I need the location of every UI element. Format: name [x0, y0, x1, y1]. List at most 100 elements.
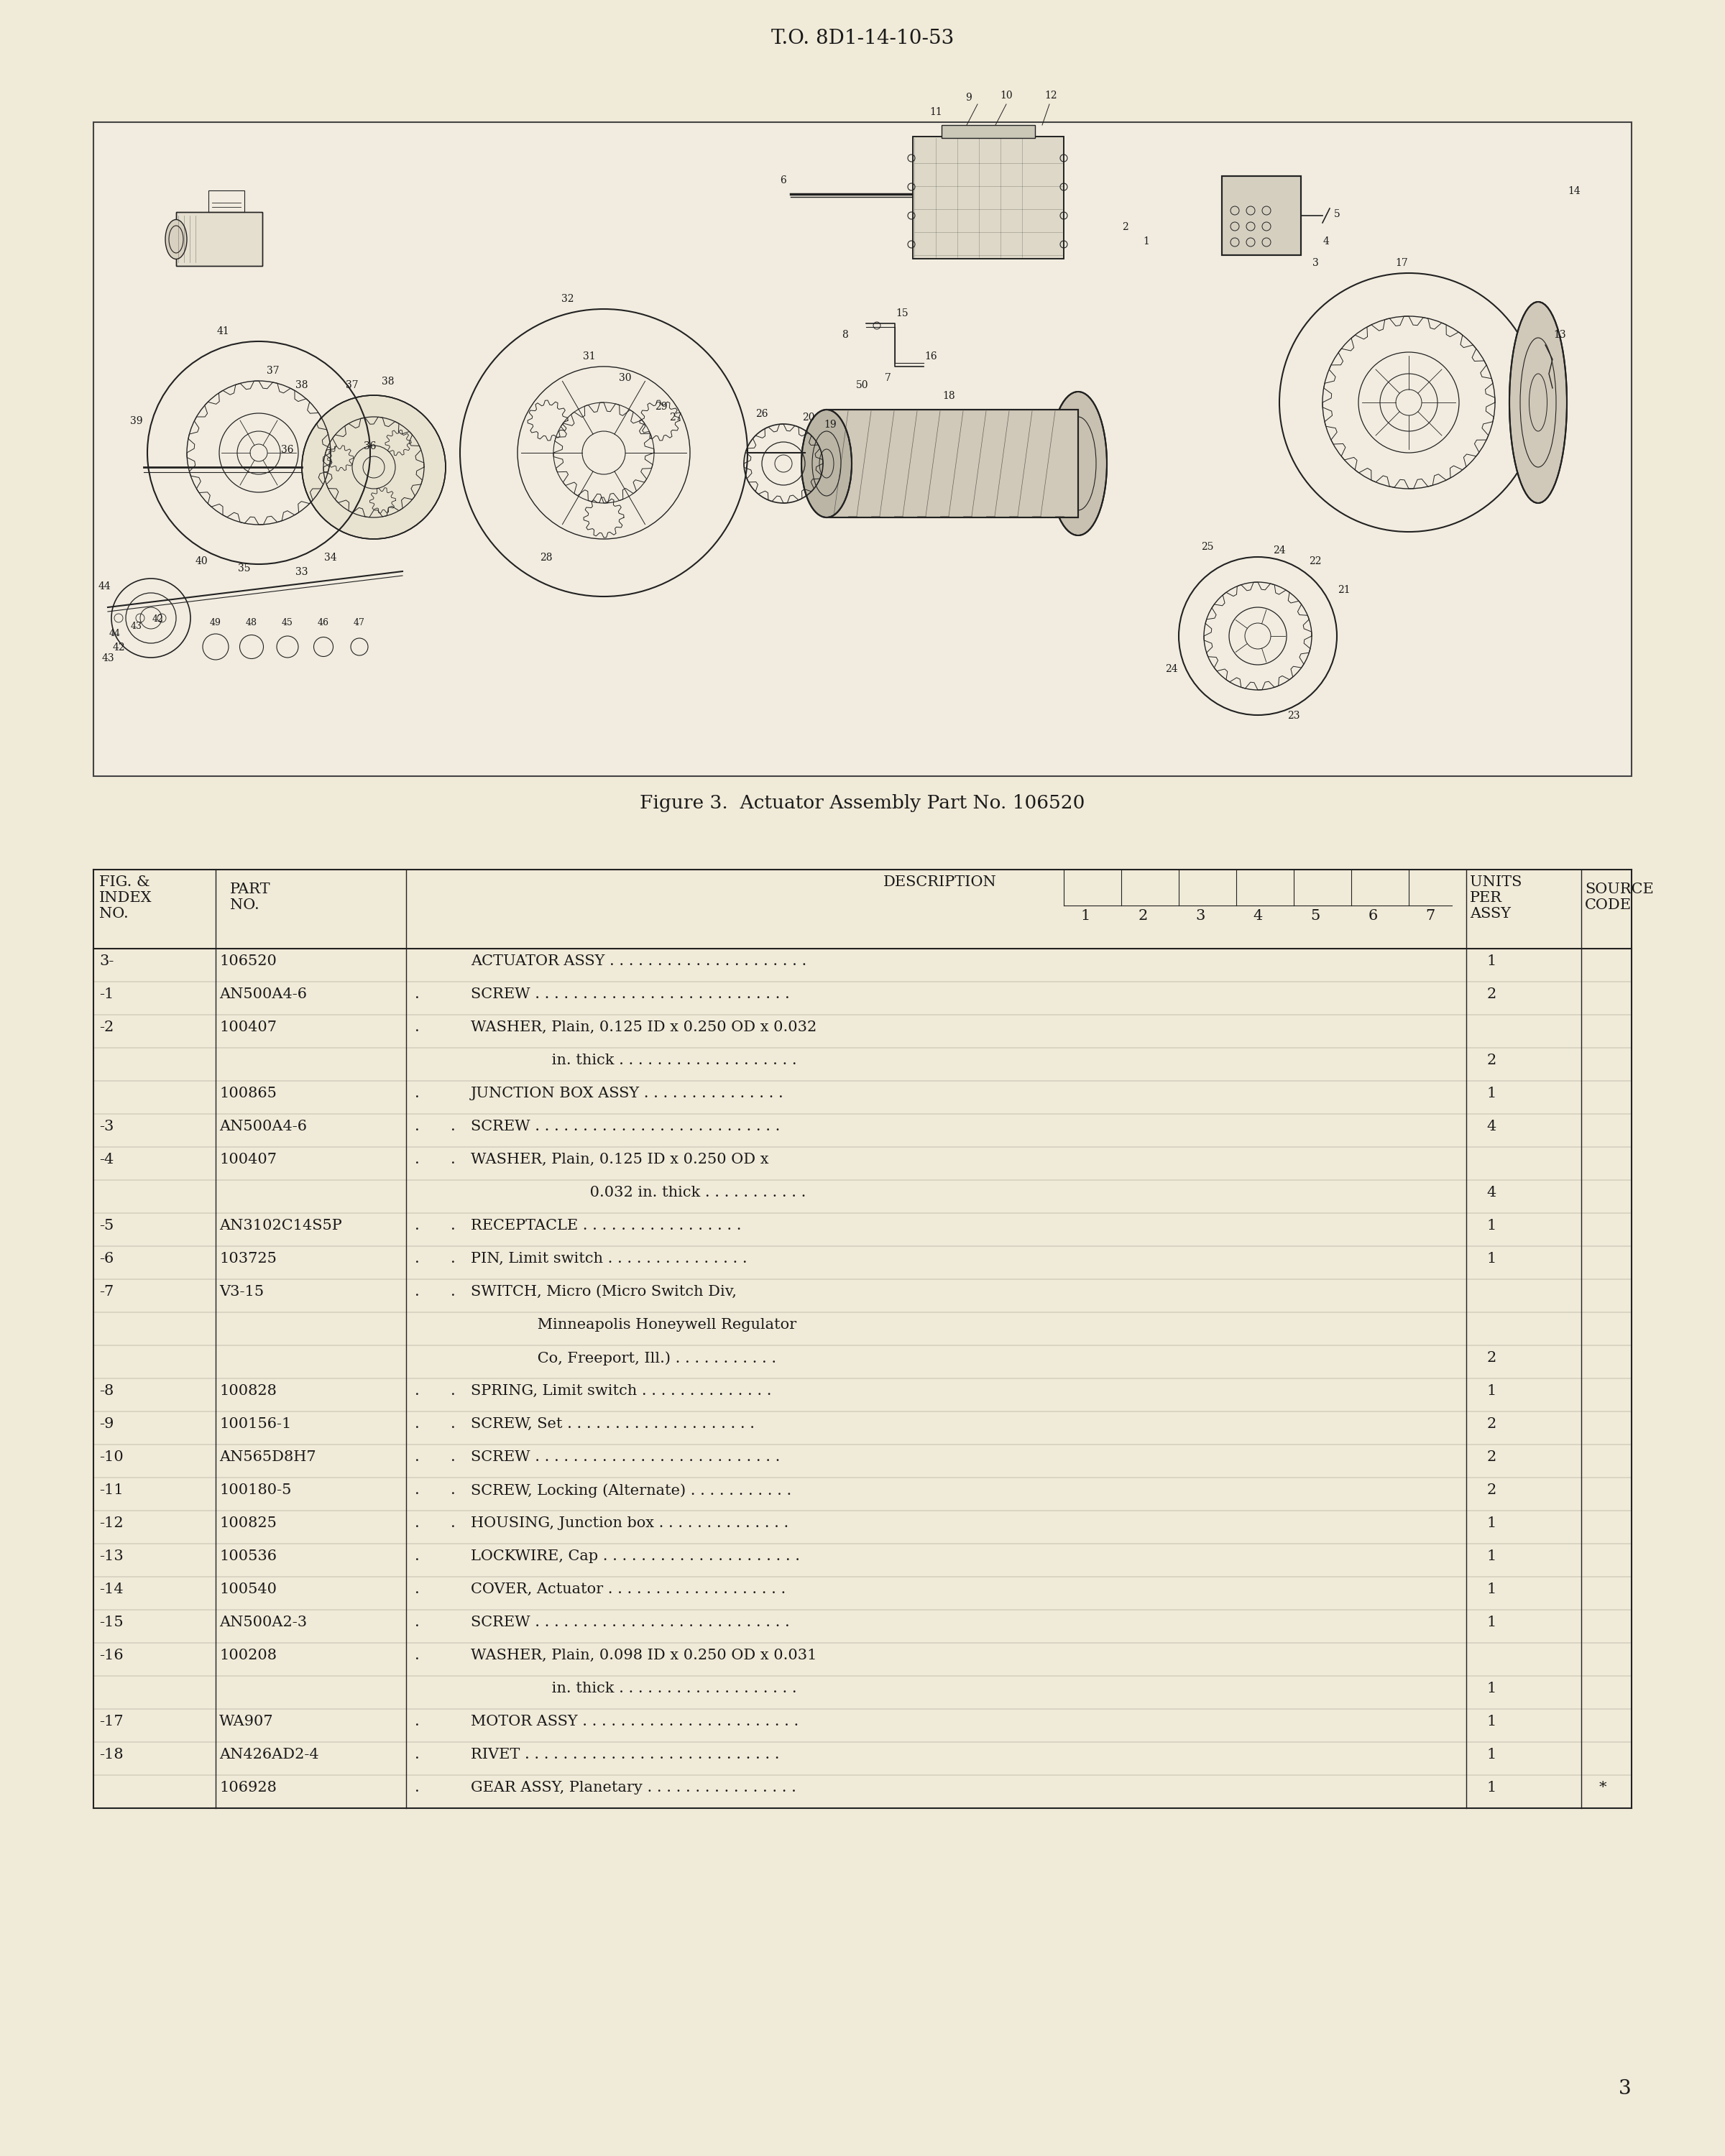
Text: -12: -12	[100, 1516, 124, 1531]
Text: 42: 42	[112, 642, 124, 653]
Text: .: .	[414, 1253, 419, 1266]
Text: 2: 2	[1487, 1352, 1496, 1365]
Text: 43: 43	[102, 653, 114, 664]
Text: RIVET . . . . . . . . . . . . . . . . . . . . . . . . . . .: RIVET . . . . . . . . . . . . . . . . . …	[471, 1749, 780, 1761]
Text: 32: 32	[562, 293, 574, 304]
Text: 21: 21	[1337, 584, 1351, 595]
Text: DESCRIPTION: DESCRIPTION	[883, 875, 997, 888]
Text: UNITS: UNITS	[1470, 875, 1521, 888]
Text: -5: -5	[100, 1218, 114, 1233]
Text: .: .	[414, 1583, 419, 1595]
Text: -17: -17	[100, 1714, 124, 1729]
Text: 1: 1	[1487, 1087, 1496, 1100]
Text: JUNCTION BOX ASSY . . . . . . . . . . . . . . .: JUNCTION BOX ASSY . . . . . . . . . . . …	[471, 1087, 783, 1100]
Text: WASHER, Plain, 0.125 ID x 0.250 OD x: WASHER, Plain, 0.125 ID x 0.250 OD x	[471, 1153, 769, 1166]
Text: 38: 38	[295, 379, 309, 390]
Text: ACTUATOR ASSY . . . . . . . . . . . . . . . . . . . . .: ACTUATOR ASSY . . . . . . . . . . . . . …	[471, 955, 807, 968]
Text: 100865: 100865	[219, 1087, 276, 1100]
Bar	[913, 136, 1064, 259]
Text: SCREW, Locking (Alternate) . . . . . . . . . . .: SCREW, Locking (Alternate) . . . . . . .…	[471, 1483, 792, 1498]
Text: SCREW, Set . . . . . . . . . . . . . . . . . . . .: SCREW, Set . . . . . . . . . . . . . . .…	[471, 1416, 756, 1432]
Text: .: .	[450, 1384, 455, 1397]
Text: .: .	[414, 1020, 419, 1035]
Text: 33: 33	[295, 567, 309, 578]
Text: AN500A4-6: AN500A4-6	[219, 987, 307, 1000]
Text: 9: 9	[966, 93, 971, 103]
Text: 5: 5	[1311, 910, 1320, 923]
Text: 35: 35	[238, 563, 250, 573]
Text: 20: 20	[802, 412, 814, 423]
Text: -7: -7	[100, 1285, 114, 1298]
Text: in. thick . . . . . . . . . . . . . . . . . . .: in. thick . . . . . . . . . . . . . . . …	[471, 1682, 797, 1695]
Text: WASHER, Plain, 0.125 ID x 0.250 OD x 0.032: WASHER, Plain, 0.125 ID x 0.250 OD x 0.0…	[471, 1020, 816, 1035]
Text: .: .	[450, 1253, 455, 1266]
Text: 2: 2	[1487, 1054, 1496, 1067]
Text: COVER, Actuator . . . . . . . . . . . . . . . . . . .: COVER, Actuator . . . . . . . . . . . . …	[471, 1583, 787, 1595]
Text: 14: 14	[1568, 185, 1580, 196]
Text: 103725: 103725	[219, 1253, 276, 1266]
Text: -10: -10	[100, 1451, 124, 1464]
Circle shape	[302, 395, 445, 539]
Text: SPRING, Limit switch . . . . . . . . . . . . . .: SPRING, Limit switch . . . . . . . . . .…	[471, 1384, 771, 1397]
Text: .: .	[414, 1218, 419, 1233]
Text: 106928: 106928	[219, 1781, 276, 1794]
Text: 31: 31	[583, 351, 595, 362]
Text: 44: 44	[109, 630, 121, 638]
Text: WA907: WA907	[219, 1714, 274, 1729]
Text: .: .	[450, 1451, 455, 1464]
Ellipse shape	[802, 410, 852, 517]
Text: PIN, Limit switch . . . . . . . . . . . . . . .: PIN, Limit switch . . . . . . . . . . . …	[471, 1253, 747, 1266]
Text: AN3102C14S5P: AN3102C14S5P	[219, 1218, 342, 1233]
Text: 1: 1	[1487, 1384, 1496, 1397]
Text: .: .	[414, 1749, 419, 1761]
Text: .: .	[450, 1483, 455, 1496]
Text: NO.: NO.	[100, 908, 128, 921]
Text: .: .	[450, 1516, 455, 1531]
Bar	[209, 190, 245, 211]
Text: .: .	[414, 1416, 419, 1432]
Text: 1: 1	[1487, 1682, 1496, 1695]
Text: 4: 4	[1323, 237, 1330, 246]
Text: -13: -13	[100, 1550, 124, 1563]
Text: 29: 29	[656, 401, 668, 412]
Text: CODE: CODE	[1585, 899, 1632, 912]
Text: AN426AD2-4: AN426AD2-4	[219, 1749, 319, 1761]
Text: -2: -2	[100, 1020, 114, 1035]
Text: 16: 16	[925, 351, 937, 362]
Text: -16: -16	[100, 1649, 124, 1662]
Text: 1: 1	[1487, 1714, 1496, 1729]
Text: SCREW . . . . . . . . . . . . . . . . . . . . . . . . . . .: SCREW . . . . . . . . . . . . . . . . . …	[471, 1615, 790, 1630]
Text: AN565D8H7: AN565D8H7	[219, 1451, 316, 1464]
Text: 1: 1	[1487, 1615, 1496, 1630]
Text: .: .	[450, 1119, 455, 1134]
Text: V3-15: V3-15	[219, 1285, 264, 1298]
Text: 100536: 100536	[219, 1550, 276, 1563]
Text: RECEPTACLE . . . . . . . . . . . . . . . . .: RECEPTACLE . . . . . . . . . . . . . . .…	[471, 1218, 742, 1233]
Text: .: .	[414, 1550, 419, 1563]
Text: 27: 27	[669, 412, 681, 423]
Text: SCREW . . . . . . . . . . . . . . . . . . . . . . . . . .: SCREW . . . . . . . . . . . . . . . . . …	[471, 1451, 780, 1464]
Text: MOTOR ASSY . . . . . . . . . . . . . . . . . . . . . . .: MOTOR ASSY . . . . . . . . . . . . . . .…	[471, 1714, 799, 1729]
Text: 34: 34	[324, 552, 336, 563]
Bar	[826, 410, 1078, 517]
Text: -8: -8	[100, 1384, 114, 1397]
Text: 28: 28	[540, 552, 552, 563]
Text: 11: 11	[930, 108, 942, 116]
Text: .: .	[414, 1384, 419, 1397]
Text: 25: 25	[1201, 541, 1214, 552]
Text: 100540: 100540	[219, 1583, 276, 1595]
Text: AN500A2-3: AN500A2-3	[219, 1615, 307, 1630]
Ellipse shape	[1509, 302, 1566, 502]
Text: 1: 1	[1487, 1550, 1496, 1563]
Text: 2: 2	[1121, 222, 1128, 233]
Text: 13: 13	[1552, 330, 1566, 341]
Text: GEAR ASSY, Planetary . . . . . . . . . . . . . . . .: GEAR ASSY, Planetary . . . . . . . . . .…	[471, 1781, 797, 1794]
Text: 30: 30	[619, 373, 631, 384]
Text: 37: 37	[345, 379, 359, 390]
Text: 100180-5: 100180-5	[219, 1483, 292, 1496]
Text: HOUSING, Junction box . . . . . . . . . . . . . .: HOUSING, Junction box . . . . . . . . . …	[471, 1516, 788, 1531]
Text: 5: 5	[1333, 209, 1340, 220]
Text: 15: 15	[895, 308, 909, 319]
Text: .: .	[450, 1218, 455, 1233]
Text: .: .	[414, 1615, 419, 1630]
